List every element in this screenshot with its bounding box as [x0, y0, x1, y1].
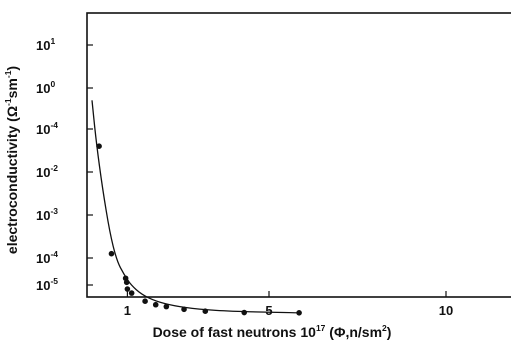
y-axis-ticks: 101 100 10-4 10-2 10-3 10-4 10-5 [36, 36, 93, 293]
data-point [96, 143, 102, 149]
data-point [181, 306, 187, 313]
y-tick-label: 10-5 [36, 276, 58, 293]
data-point [108, 250, 115, 257]
y-tick-label: 10-4 [36, 120, 58, 137]
data-point [163, 303, 170, 310]
data-point [202, 308, 209, 314]
x-tick-label: 10 [439, 303, 453, 318]
data-point [128, 290, 135, 296]
data-point [296, 310, 302, 316]
y-tick-label: 101 [36, 36, 55, 53]
x-tick-label: 1 [124, 303, 131, 318]
x-axis-ticks: 1 5 10 [124, 291, 453, 318]
fit-curve [91, 100, 300, 314]
x-axis-label: Dose of fast neutrons 1017 (Φ,n/sm2) [153, 323, 392, 340]
data-point [152, 301, 159, 308]
data-point [123, 279, 130, 286]
plot-frame [86, 12, 511, 298]
y-tick-label: 10-2 [36, 163, 58, 180]
x-tick-label: 5 [265, 303, 272, 318]
data-point [142, 298, 148, 305]
y-tick-label: 100 [36, 79, 55, 96]
data-point [241, 309, 248, 316]
data-point [124, 286, 131, 292]
y-tick-label: 10-3 [36, 206, 58, 223]
data-points [96, 143, 302, 316]
y-axis-label: electroconductivity (Ω-1sm-1) [3, 66, 20, 254]
y-tick-label: 10-4 [36, 249, 58, 266]
